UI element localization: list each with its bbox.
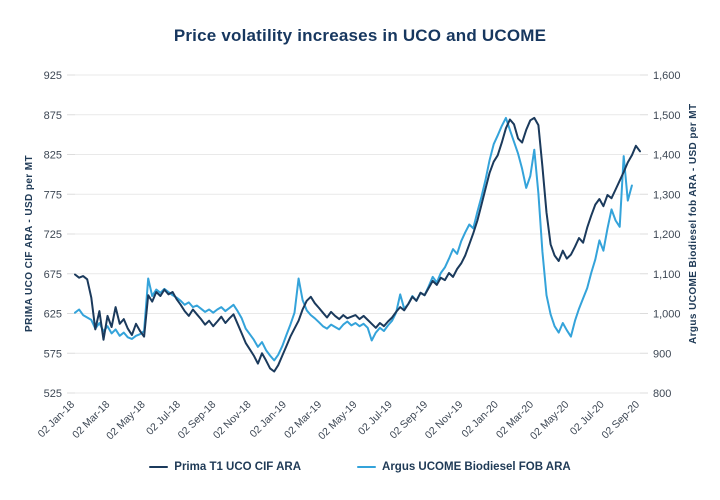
right-axis-tick-label: 1,300 [653,189,681,201]
left-axis-title: PRIMA UCO CIF ARA - USD per MT [24,155,35,332]
left-axis-tick-label: 875 [44,110,62,122]
left-axis-tick-label: 825 [44,150,62,162]
legend-label-uco: Prima T1 UCO CIF ARA [174,461,302,473]
legend-line-ucome [357,465,377,469]
right-axis-tick-label: 1,200 [653,229,681,241]
left-axis-tick-label: 725 [44,229,62,241]
right-axis-tick-label: 1,400 [653,150,681,162]
chart-legend: Prima T1 UCO CIF ARA Argus UCOME Biodies… [0,461,720,473]
legend-line-uco [149,465,169,469]
x-axis-tick-label: 02 May-19 [316,399,360,443]
legend-label-ucome: Argus UCOME Biodiesel FOB ARA [382,461,571,473]
right-axis-tick-label: 1,100 [653,269,681,281]
right-axis-title: Argus UCOME Biodiesel fob ARA - USD per … [688,103,699,344]
right-axis-tick-label: 900 [653,348,671,360]
left-axis-tick-label: 525 [44,388,62,400]
uco-series-line [74,116,641,373]
left-axis-tick-label: 575 [44,348,62,360]
chart-title: Price volatility increases in UCO and UC… [173,26,547,45]
left-axis-tick-label: 625 [44,309,62,321]
right-axis-tick-label: 800 [653,388,671,400]
right-axis-tick-label: 1,600 [653,70,681,82]
x-axis-tick-label: 02 Nov-18 [211,399,254,442]
legend-item-uco: Prima T1 UCO CIF ARA [149,461,301,473]
x-axis-tick-label: 02 May-18 [104,399,148,443]
x-axis-tick-label: 02 Nov-19 [423,399,466,442]
left-axis-tick-label: 775 [44,189,62,201]
left-axis-tick-label: 675 [44,269,62,281]
x-axis-tick-label: 02 Sep-20 [599,399,642,442]
left-axis-tick-label: 925 [44,70,62,82]
right-axis-tick-label: 1,500 [653,110,681,122]
ucome-series-line [74,116,633,362]
right-axis-tick-label: 1,000 [653,309,681,321]
legend-item-ucome: Argus UCOME Biodiesel FOB ARA [357,461,571,473]
x-axis-tick-label: 02 May-20 [528,399,572,443]
